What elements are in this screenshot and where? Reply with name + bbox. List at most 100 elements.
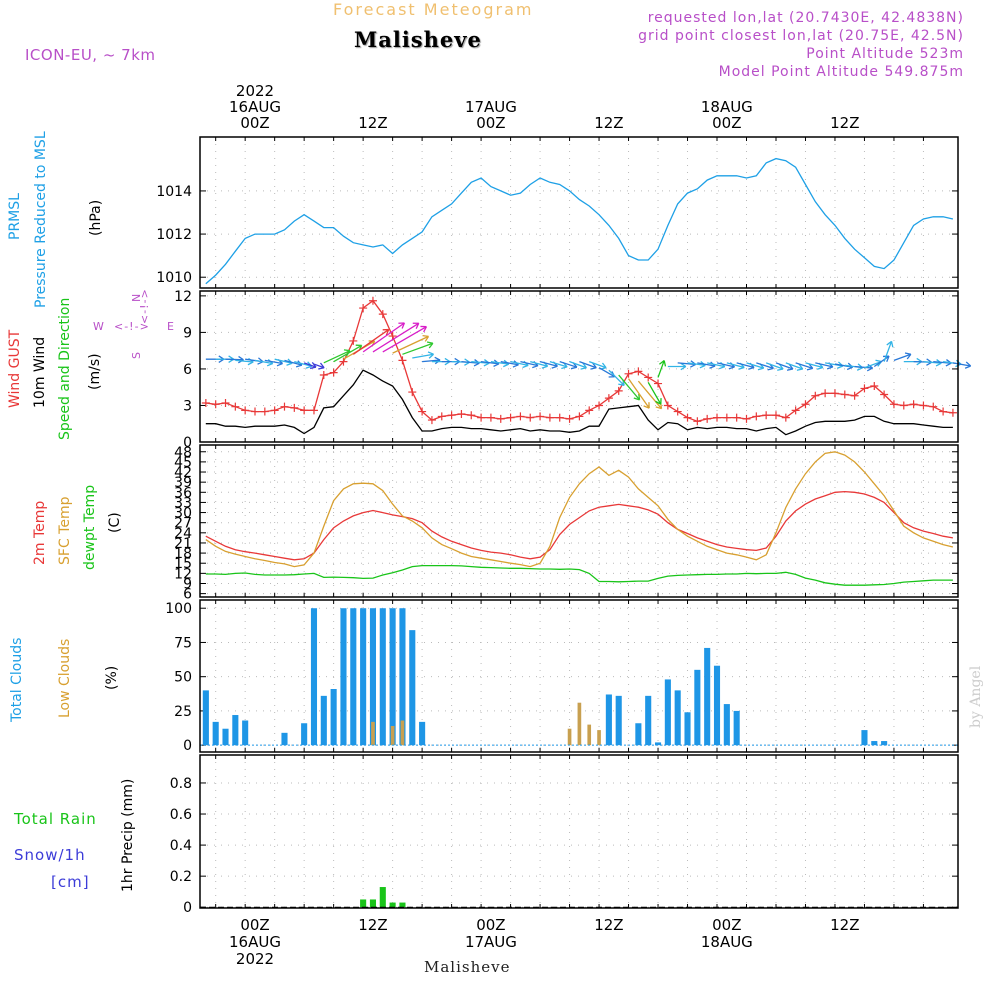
wind-arrow-head bbox=[426, 341, 434, 349]
wind-arrow-head bbox=[964, 361, 972, 369]
gust-marker bbox=[791, 406, 800, 415]
gust-marker bbox=[290, 403, 299, 412]
total-cloud-bar bbox=[350, 608, 357, 746]
gust-marker bbox=[280, 402, 289, 411]
wind-arrow bbox=[402, 342, 434, 355]
time-label-bottom: 00Z bbox=[712, 916, 741, 934]
y-tick-label: 75 bbox=[174, 635, 192, 651]
rain-label: Total Rain bbox=[14, 810, 97, 828]
wind-arrow bbox=[697, 362, 716, 367]
page-title: Malisheve bbox=[354, 27, 482, 52]
wind-arrow bbox=[422, 359, 441, 363]
gust-marker bbox=[378, 310, 387, 319]
total-cloud-bar bbox=[301, 723, 308, 746]
wind-arrow bbox=[264, 359, 283, 365]
gust-marker bbox=[457, 409, 466, 418]
wind-arrow bbox=[323, 350, 351, 364]
wind-arrow-head bbox=[580, 362, 587, 370]
wind-arrow bbox=[274, 358, 293, 364]
gust-marker bbox=[762, 411, 771, 420]
y-tick-label: 1010 bbox=[156, 270, 192, 286]
gust-marker bbox=[889, 400, 898, 409]
wind-arrow-head bbox=[398, 322, 406, 329]
time-label-bottom: 12Z bbox=[358, 916, 387, 934]
wind-arrow bbox=[510, 360, 529, 367]
total-cloud-bar bbox=[861, 730, 868, 746]
gust-marker bbox=[644, 373, 653, 382]
gust-marker bbox=[939, 407, 948, 416]
total-cloud-bar bbox=[222, 728, 229, 746]
total-cloud-bar bbox=[713, 665, 721, 746]
wind-arrow bbox=[952, 362, 971, 367]
wind-arrow bbox=[873, 355, 890, 368]
total-cloud-bar bbox=[281, 732, 288, 746]
time-label-top: 12Z bbox=[358, 114, 387, 132]
gust-marker bbox=[467, 411, 476, 420]
y-tick-label: 15 bbox=[174, 556, 192, 572]
total-cloud-bar bbox=[654, 742, 662, 746]
gust-marker bbox=[821, 389, 830, 398]
gust-marker bbox=[418, 407, 427, 416]
gust-marker bbox=[595, 401, 604, 410]
wind-arrow bbox=[481, 360, 500, 365]
gust-marker bbox=[880, 390, 889, 399]
wind-arrow bbox=[579, 361, 597, 369]
watermark: by Angel bbox=[968, 665, 984, 728]
gust-marker bbox=[231, 402, 240, 411]
total-cloud-bar bbox=[360, 608, 367, 746]
gust-marker bbox=[899, 401, 908, 410]
time-label-top: 2022 bbox=[236, 82, 274, 100]
total-cloud-bar bbox=[605, 694, 612, 746]
time-label-bottom: 00Z bbox=[476, 916, 505, 934]
y-tick-label: 1014 bbox=[156, 184, 192, 200]
gust-marker bbox=[545, 413, 554, 422]
gust-marker bbox=[614, 386, 623, 395]
gust-marker bbox=[260, 407, 269, 416]
time-label-bottom: 2022 bbox=[236, 950, 274, 968]
gust-marker bbox=[427, 416, 436, 425]
y-tick-label: 1012 bbox=[156, 227, 192, 243]
wind-arrow-head bbox=[655, 398, 662, 405]
low-cloud-bar bbox=[371, 721, 375, 746]
time-label-top: 17AUG bbox=[465, 98, 517, 116]
gust-marker bbox=[781, 413, 790, 422]
panel-frame-pressure bbox=[199, 136, 959, 289]
wind-arrow-head bbox=[659, 360, 667, 367]
wind-arrow bbox=[746, 362, 764, 369]
series-line-dewpt-temp bbox=[205, 564, 953, 586]
wind-arrow bbox=[805, 362, 824, 369]
wind-arrow bbox=[588, 361, 607, 369]
gust-marker bbox=[683, 413, 692, 422]
gust-marker bbox=[506, 413, 515, 422]
wind-arrow-head bbox=[796, 363, 804, 371]
total-cloud-bar bbox=[409, 630, 416, 746]
wind-arrow bbox=[628, 378, 650, 409]
wind-arrow bbox=[923, 360, 942, 364]
y-tick-label: 0.2 bbox=[170, 869, 192, 885]
wind-arrow bbox=[864, 360, 882, 369]
wind-arrow-head bbox=[382, 328, 390, 336]
gust-marker bbox=[368, 296, 377, 305]
wind-arrow bbox=[657, 360, 665, 378]
y-tick-label: 27 bbox=[174, 516, 192, 532]
wind-arrow bbox=[471, 360, 490, 364]
gust-marker bbox=[919, 401, 928, 410]
wind-arrow bbox=[235, 359, 254, 363]
wind-arrow-head bbox=[643, 402, 650, 409]
wind-arrow bbox=[618, 374, 641, 401]
time-label-bottom: 17AUG bbox=[465, 933, 517, 951]
wind-arrow bbox=[461, 360, 480, 364]
wind-arrow bbox=[313, 363, 325, 369]
gust-marker bbox=[693, 417, 702, 426]
y-tick-label: 42 bbox=[174, 465, 192, 481]
gust-marker bbox=[398, 356, 407, 365]
y-tick-label: 25 bbox=[174, 704, 192, 720]
wind-arrow bbox=[382, 326, 427, 353]
gust-marker bbox=[536, 412, 545, 421]
series-line-10m-wind bbox=[205, 369, 953, 436]
gust-marker bbox=[486, 413, 495, 422]
wind-arrow bbox=[500, 360, 519, 366]
gust-marker bbox=[604, 394, 613, 403]
total-cloud-bar bbox=[694, 669, 701, 746]
